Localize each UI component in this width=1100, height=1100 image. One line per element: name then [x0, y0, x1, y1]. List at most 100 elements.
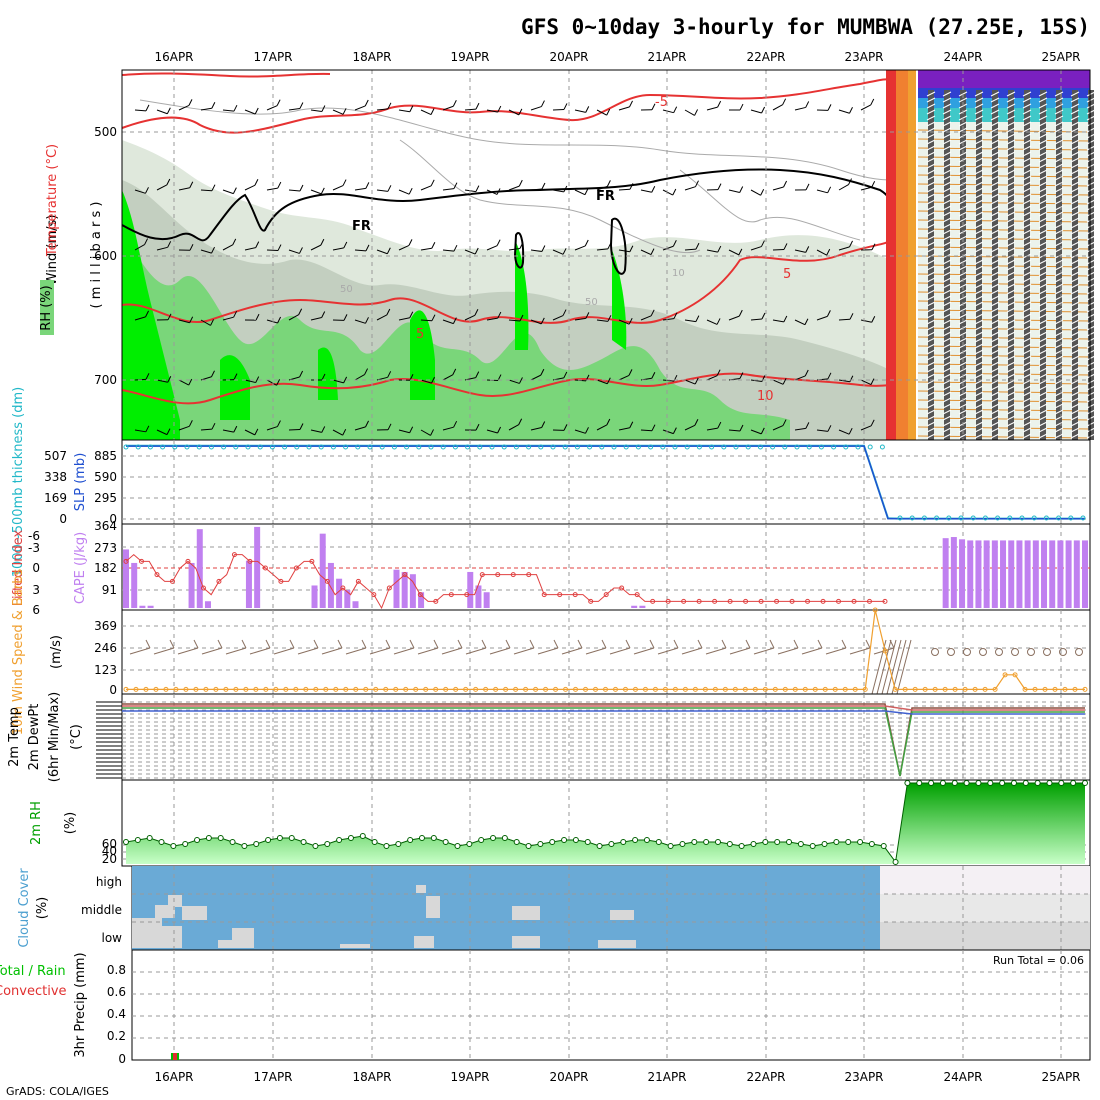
wind10-marker [523, 686, 529, 692]
hatch-line [926, 331, 936, 337]
hatch-line [1006, 133, 1016, 139]
thickness-marker [897, 515, 903, 521]
hatch-line [1038, 115, 1048, 121]
wind-barb [816, 429, 828, 432]
barb-shaft [225, 647, 247, 655]
cape-bar [344, 589, 351, 608]
hatch-line [1070, 391, 1080, 397]
wind-barb [486, 317, 498, 321]
wind-barb-flag [518, 108, 523, 116]
wind-barb-flag [629, 421, 634, 428]
wind-barb-flag [738, 309, 743, 317]
hatch-line [1070, 229, 1080, 235]
wind-barb-flag [299, 370, 304, 378]
cape-bar [467, 571, 474, 608]
hatch-line [974, 145, 984, 151]
hatch-line [1006, 169, 1016, 175]
hatch-line [990, 91, 1000, 97]
rh2m-marker [217, 835, 224, 841]
rh2m-marker [347, 835, 354, 841]
wind-barb-flag [540, 368, 545, 376]
hatch-line [1054, 307, 1064, 313]
wind10-marker [752, 686, 758, 692]
wind10-marker [353, 686, 359, 692]
cape-bar [409, 574, 416, 608]
cape-bar [1057, 540, 1064, 608]
hatch-line [1086, 121, 1096, 127]
hatch-line [990, 163, 1000, 169]
hatch-line [990, 175, 1000, 181]
li-marker [805, 598, 811, 604]
wind-barb-flag [628, 317, 633, 325]
hatch-line [1054, 379, 1064, 385]
wind-barb-flag [277, 316, 282, 324]
upper-ytick-500: 500 [94, 125, 117, 139]
wind-barb [156, 246, 168, 251]
stability-panel: -6 -3 0 3 6 364 273 182 91 Lifted Index … [11, 519, 1091, 617]
li-marker [774, 598, 780, 604]
thickness-marker [1043, 515, 1049, 521]
hatch-line [1054, 427, 1064, 433]
cape-bar [401, 571, 408, 608]
hatch-line [1070, 343, 1080, 349]
thickness-marker [696, 444, 702, 450]
wind-barb [860, 319, 872, 323]
rh2m-marker [679, 841, 686, 847]
rh2m-marker [1070, 780, 1077, 786]
barb-shaft [369, 647, 391, 655]
wind-barb-flag [277, 244, 282, 251]
hatch-line [942, 397, 952, 403]
hatch-line [1022, 295, 1032, 301]
cape-bar [245, 560, 252, 608]
hatch-line [974, 175, 984, 181]
barb-flag [145, 639, 151, 649]
rh2m-marker [1034, 780, 1041, 786]
wind-barb [772, 319, 784, 323]
wind-barb-flag [497, 426, 502, 434]
li-marker [681, 598, 687, 604]
hatch-line [1038, 325, 1048, 331]
wind-barb [574, 189, 586, 196]
li-marker [820, 598, 826, 604]
barb-shaft [273, 647, 295, 655]
barb-shaft [633, 647, 655, 655]
hatch-line [1054, 115, 1064, 121]
wind10-marker [992, 686, 998, 692]
cape-label: CAPE (J/kg) [73, 532, 88, 604]
hatch-line [1006, 433, 1016, 439]
hatch-line [1038, 367, 1048, 373]
hatch-line [1022, 313, 1032, 319]
hatch-line [990, 217, 1000, 223]
hatch-line [1006, 91, 1016, 97]
wind-barb [486, 109, 498, 113]
wind-barb-flag [343, 314, 348, 321]
hatch-line [974, 271, 984, 277]
li-marker [247, 558, 253, 564]
upper-air-panel: -5 FR FR 5 5 10 50 50 10 500 60 [39, 69, 1096, 441]
wind10-marker [862, 686, 868, 692]
hatch-line [990, 127, 1000, 133]
li-marker [479, 572, 485, 578]
wind-barb-flag [496, 239, 501, 246]
cape-bar [1049, 540, 1056, 608]
barb-flag [193, 639, 199, 649]
hatch-line [1086, 223, 1096, 229]
slp-label: SLP (mb) [73, 453, 88, 512]
hatch-line [926, 223, 936, 229]
thickness-marker [623, 444, 629, 450]
wind10-marker [962, 686, 968, 692]
hatch-column [1072, 90, 1078, 440]
hatch-line [974, 121, 984, 127]
hatch-line [1006, 115, 1016, 121]
barb-flag [505, 639, 511, 649]
hatch-line [1022, 415, 1032, 421]
wind-barb-flag [827, 186, 832, 194]
wind10-marker [952, 686, 958, 692]
hatch-line [1006, 259, 1016, 265]
wind-barb-flag [365, 182, 370, 189]
hatch-line [1006, 331, 1016, 337]
hatch-line [926, 205, 936, 211]
hatch-line [1022, 151, 1032, 157]
hatch-line [1070, 331, 1080, 337]
